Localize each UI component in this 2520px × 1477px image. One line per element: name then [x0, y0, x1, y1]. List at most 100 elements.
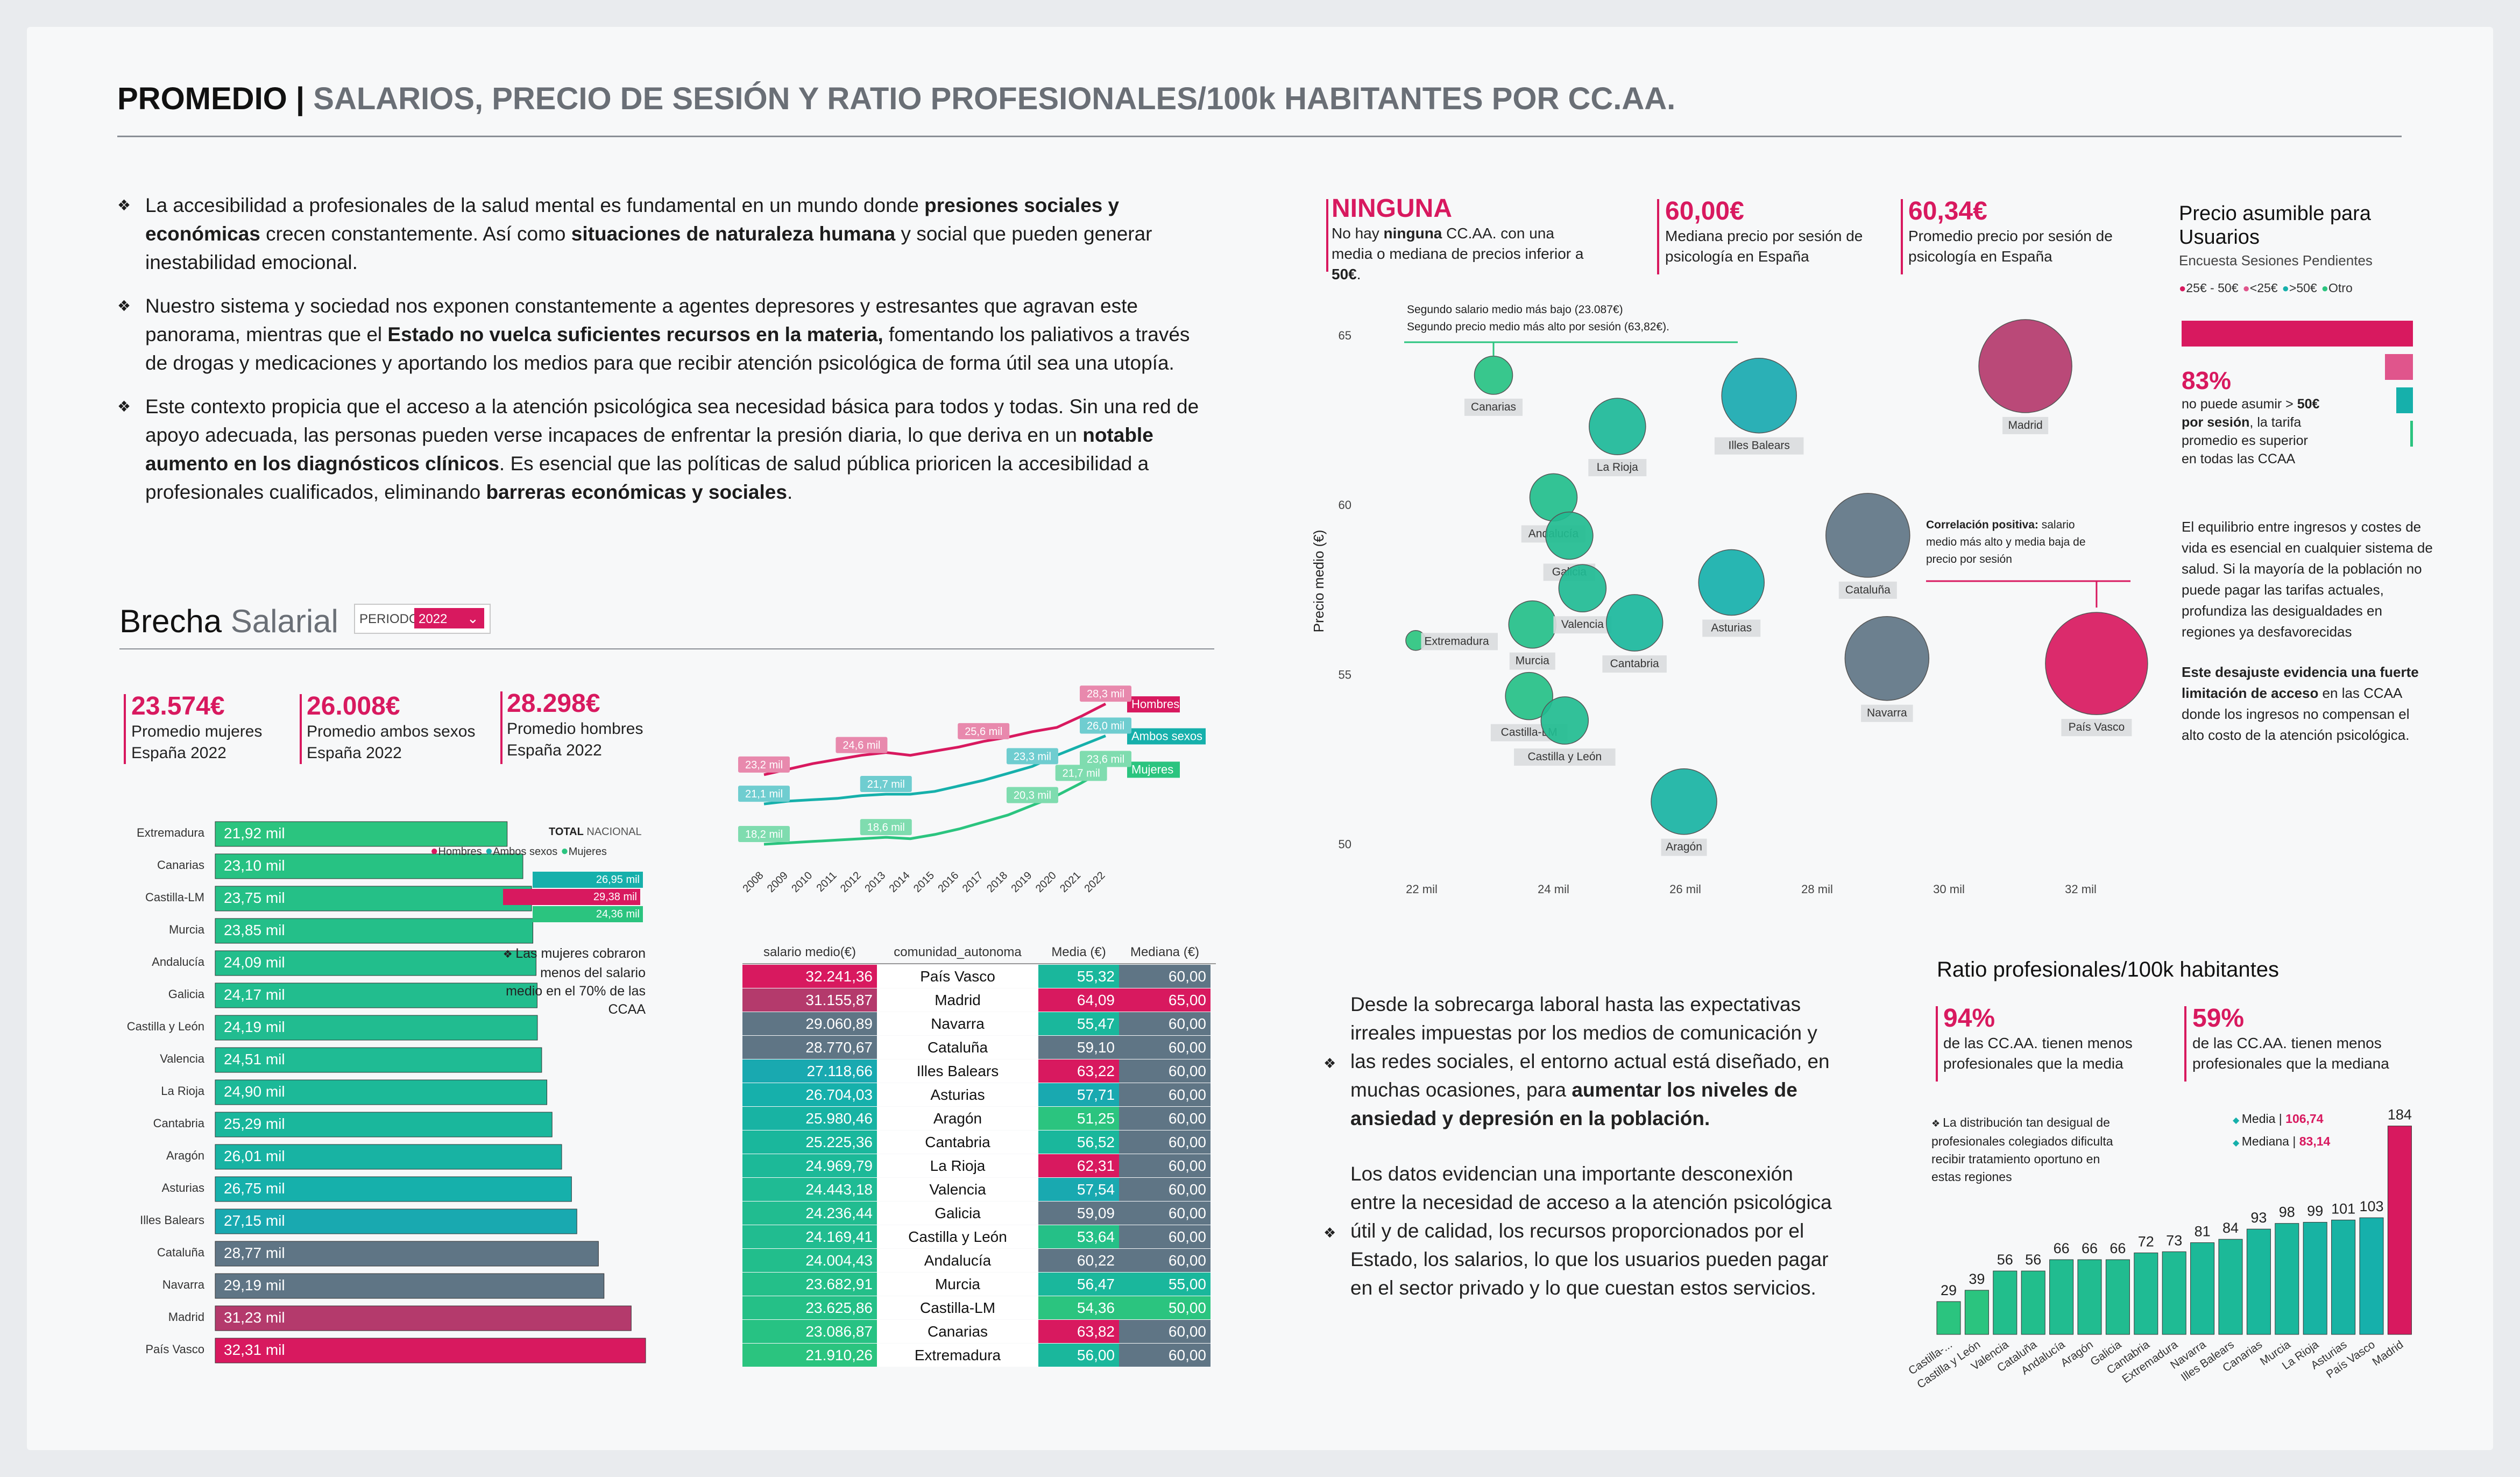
- table-cell: 63,22: [1038, 1059, 1119, 1083]
- bubble: [1545, 511, 1594, 560]
- bubble-label-box: [2061, 719, 2132, 737]
- title-bold: PROMEDIO |: [117, 81, 305, 116]
- table-cell: Navarra: [877, 1012, 1038, 1035]
- kpi-marker: [1936, 1006, 1938, 1082]
- ratio-bar: [2275, 1223, 2299, 1335]
- table-cell: Cantabria: [877, 1130, 1038, 1154]
- table-cell: 57,71: [1038, 1083, 1119, 1106]
- data-label: 23,3 mil: [1014, 751, 1051, 762]
- table-cell: 21.910,26: [742, 1343, 877, 1367]
- series-name-box: [1127, 696, 1180, 713]
- table-cell: 60,00: [1119, 964, 1211, 988]
- salary-bar: [215, 1209, 577, 1234]
- series-name-label: Mujeres: [1131, 763, 1173, 776]
- table-cell: 55,47: [1038, 1012, 1119, 1035]
- table-row: 21.910,26 Extremadura 56,00 60,00: [742, 1343, 1216, 1367]
- table-cell: 60,00: [1119, 1083, 1211, 1106]
- salary-bar: [215, 1338, 646, 1363]
- ratio-note: ❖ La distribución tan desigual de profes…: [1931, 1115, 2113, 1184]
- ratio-value-label: 93: [2250, 1210, 2267, 1226]
- table-row: 32.241,36 País Vasco 55,32 60,00: [742, 964, 1216, 988]
- table-cell: 60,00: [1119, 1201, 1211, 1225]
- salary-bar: [215, 1241, 599, 1267]
- kpi-marker: [1657, 199, 1659, 274]
- table-row: 24.236,44 Galicia 59,09 60,00: [742, 1201, 1216, 1225]
- data-label-box: [1080, 717, 1131, 734]
- intro-paragraph-2: Nuestro sistema y sociedad nos exponen c…: [117, 292, 1209, 377]
- bar-category-label: Asturias: [162, 1181, 204, 1195]
- table-row: 23.086,87 Canarias 63,82 60,00: [742, 1319, 1216, 1343]
- periodo-select[interactable]: 2022 ⌄: [414, 608, 484, 628]
- table-cell: 55,00: [1119, 1272, 1211, 1296]
- table-cell: 51,25: [1038, 1106, 1119, 1130]
- table-header-cell: salario medio(€): [763, 945, 856, 959]
- table-cell: Illes Balears: [877, 1059, 1038, 1083]
- ratio-bar: [2162, 1251, 2186, 1335]
- ratio-value-label: 72: [2138, 1233, 2154, 1249]
- bar-category-label: Galicia: [168, 987, 205, 1001]
- x-tick-label: 2015: [911, 870, 937, 895]
- bar-category-label: Cataluña: [157, 1246, 205, 1259]
- x-tick-label: 2020: [1034, 870, 1059, 895]
- table-cell: 24.169,41: [742, 1225, 877, 1248]
- national-bar-label: 24,36 mil: [596, 908, 640, 920]
- x-tick-label: 2019: [1009, 870, 1034, 895]
- bar-value-label: 24,19 mil: [224, 1019, 285, 1035]
- table-row: 24.004,43 Andalucía 60,22 60,00: [742, 1248, 1216, 1272]
- bubble: [1825, 493, 1910, 578]
- table-row: 25.980,46 Aragón 51,25 60,00: [742, 1106, 1216, 1130]
- table-cell: 57,54: [1038, 1177, 1119, 1201]
- bubble-label-box: [1514, 748, 1616, 766]
- bubble-label-box: [1661, 838, 1707, 856]
- x-tick-label: 22 mil: [1406, 882, 1438, 896]
- table-cell: Castilla-LM: [877, 1296, 1038, 1319]
- table-cell: 23.625,86: [742, 1296, 877, 1319]
- ratio-value-label: 184: [2388, 1107, 2412, 1123]
- table-row: 23.682,91 Murcia 56,47 55,00: [742, 1272, 1216, 1296]
- mujeres-note: ❖ Las mujeres cobraron menos del salario…: [502, 946, 646, 1017]
- bar-category-label: Valencia: [160, 1052, 205, 1065]
- bubble: [1508, 600, 1557, 649]
- table-header-cell: Mediana (€): [1130, 945, 1200, 959]
- intro-paragraph-1: La accesibilidad a profesionales de la s…: [117, 191, 1209, 277]
- brecha-divider: [119, 648, 1214, 649]
- x-tick-label: 2011: [815, 870, 839, 894]
- bar-value-label: 21,92 mil: [224, 825, 285, 842]
- data-label: 20,3 mil: [1014, 790, 1051, 802]
- legend-label: Ambos sexos: [493, 846, 558, 858]
- asumible-text: El equilibrio entre ingresos y costes de…: [2182, 519, 2433, 743]
- kpi-marker: [1326, 199, 1328, 272]
- ratio-value-label: 81: [2195, 1223, 2211, 1239]
- data-label: 18,2 mil: [745, 829, 783, 840]
- intro-paragraph-3: Este contexto propicia que el acceso a l…: [117, 392, 1209, 506]
- ratio-category-label: Madrid: [2370, 1338, 2405, 1368]
- kpi-ratio-media: 94% de las CC.AA. tienen menos profesion…: [1943, 1004, 2133, 1072]
- salary-bar: [215, 918, 534, 944]
- ratio-bar: [2303, 1222, 2327, 1335]
- legend-label: 25€ - 50€: [2186, 281, 2239, 295]
- salary-bar-chart: Extremadura 21,92 mil Canarias 23,10 mil Cas…: [127, 821, 646, 1363]
- x-tick-label: 26 mil: [1669, 882, 1701, 896]
- data-label-box: [738, 756, 790, 773]
- x-tick-label: 2008: [741, 870, 766, 895]
- ratio-value-label: 99: [2307, 1203, 2323, 1219]
- bubble-label-box: [1421, 633, 1498, 651]
- table-cell: 56,00: [1038, 1343, 1119, 1367]
- bar-value-label: 26,01 mil: [224, 1148, 285, 1164]
- bubble-label-box: [1861, 704, 1913, 722]
- ratio-value-label: 98: [2279, 1204, 2295, 1220]
- kpi-mediana-precio: 60,00€ Mediana precio por sesión de psic…: [1665, 197, 1863, 265]
- series-name-box: [1127, 728, 1206, 745]
- kpi-hombres: 28.298€ Promedio hombres España 2022: [507, 689, 643, 759]
- bar-value-label: 27,15 mil: [224, 1212, 285, 1229]
- data-label: 26,0 mil: [1087, 720, 1124, 732]
- chevron-down-icon[interactable]: ⌄: [467, 610, 479, 626]
- bubble: [1651, 768, 1717, 835]
- bubble-label-box: [1714, 437, 1804, 455]
- table-row: 23.625,86 Castilla-LM 54,36 50,00: [742, 1296, 1216, 1319]
- table-cell: 63,82: [1038, 1319, 1119, 1343]
- periodo-filter[interactable]: PERIODO 2022 ⌄: [354, 604, 491, 634]
- data-label: 21,7 mil: [867, 779, 905, 790]
- table-cell: 29.060,89: [742, 1012, 877, 1035]
